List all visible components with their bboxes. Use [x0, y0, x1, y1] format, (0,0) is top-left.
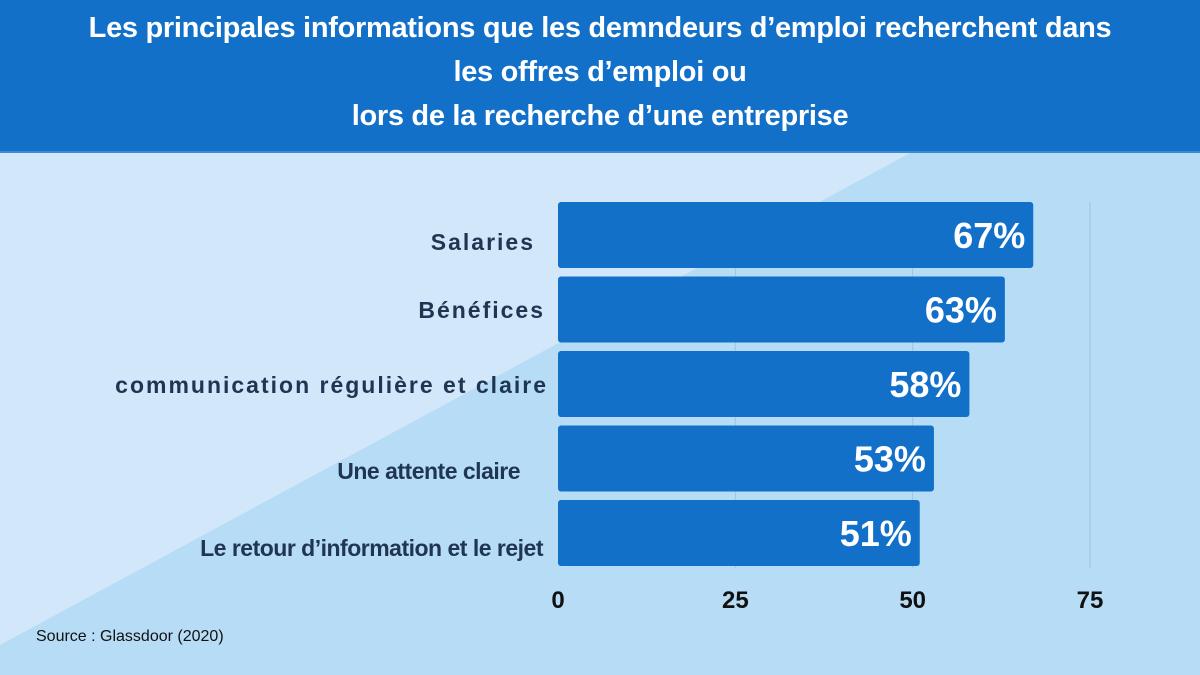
data-label: 63%: [925, 290, 997, 331]
title-line-2: les offres d’emploi ou: [453, 56, 747, 88]
x-tick-label: 50: [899, 587, 926, 614]
category-label: Une attente claire: [337, 458, 520, 484]
bar: [558, 351, 970, 417]
category-label: Le retour d’information et le rejet: [200, 535, 543, 561]
data-label: 51%: [840, 513, 912, 554]
title-line-3: lors de la recherche d’une entreprise: [351, 100, 849, 132]
data-label: 53%: [854, 439, 926, 480]
x-tick-label: 0: [551, 587, 564, 614]
category-label: Salaries: [430, 229, 535, 255]
bar: [558, 425, 934, 492]
title-line-1: Les principales informations que les dem…: [88, 12, 1112, 44]
x-tick-label: 75: [1077, 587, 1104, 614]
data-label: 67%: [953, 215, 1025, 256]
data-label: 58%: [889, 364, 961, 405]
bar: [558, 500, 920, 566]
category-label: Bénéfices: [418, 297, 545, 323]
bar: [558, 276, 1005, 343]
x-tick-label: 25: [722, 587, 749, 614]
bar: [558, 202, 1034, 268]
category-label: communication régulière et claire: [115, 372, 548, 398]
header-banner: Les principales informations que les dem…: [0, 0, 1200, 153]
chart-title: Les principales informations que les dem…: [0, 6, 1200, 138]
source-note: Source : Glassdoor (2020): [36, 628, 224, 645]
